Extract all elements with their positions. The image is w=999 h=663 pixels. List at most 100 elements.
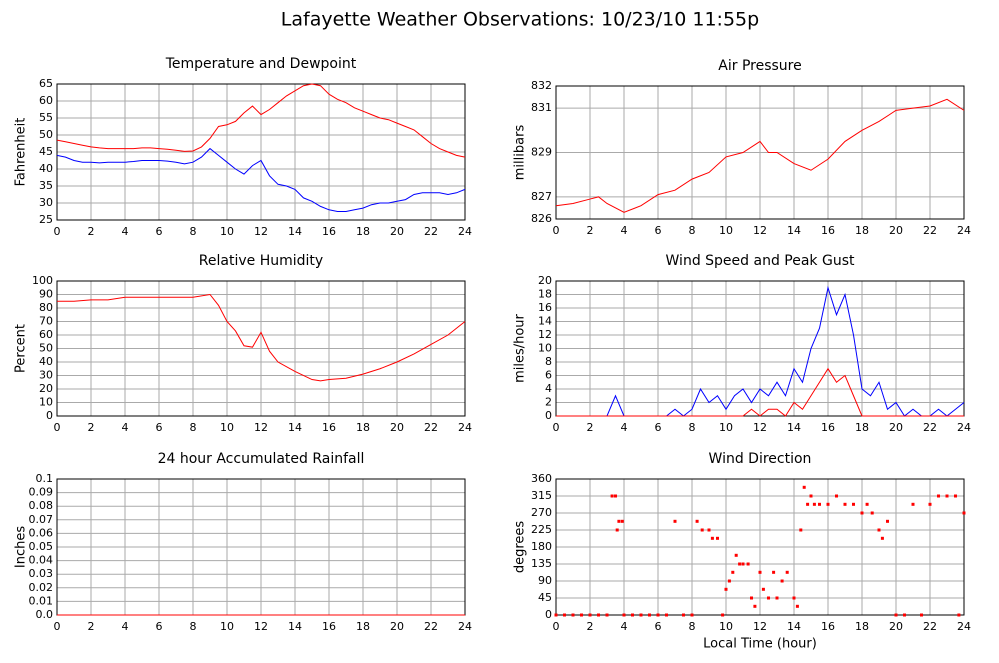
x-tick-label: 4 [621,620,628,633]
data-point [792,596,796,600]
plot-frame [56,280,466,417]
x-tick-label: 8 [689,421,696,434]
data-point [563,613,566,617]
y-tick-label: 50 [39,128,53,141]
chart-title: Relative Humidity [199,253,323,269]
y-tick-label: 4 [545,382,552,395]
y-tick-label: 40 [39,355,53,368]
x-tick-label: 0 [54,421,61,434]
y-tick-label: 0.03 [29,567,54,580]
x-tick-label: 10 [719,224,733,237]
x-tick-label: 10 [220,620,234,633]
x-tick-label: 24 [458,421,472,434]
y-tick-label: 70 [39,315,53,328]
x-tick-label: 10 [220,421,234,434]
x-tick-label: 2 [587,620,594,633]
x-tick-label: 14 [787,421,801,434]
y-axis-label: degrees [513,521,528,574]
data-point [886,519,889,523]
y-tick-label: 50 [39,342,53,355]
y-tick-label: 35 [39,179,53,192]
y-tick-label: 65 [39,77,53,90]
y-tick-label: 360 [531,472,552,485]
y-tick-label: 80 [39,301,53,314]
x-tick-label: 8 [190,421,197,434]
data-point [716,536,719,540]
data-point [615,528,619,532]
y-tick-label: 827 [531,190,552,203]
y-tick-label: 0.02 [29,581,54,594]
x-tick-label: 8 [190,620,197,633]
data-point [795,604,799,608]
x-tick-label: 22 [424,421,438,434]
data-point [605,613,609,617]
y-tick-label: 832 [531,79,552,92]
page-title: Lafayette Weather Observations: 10/23/10… [281,9,759,31]
y-tick-label: 20 [39,382,53,395]
y-tick-label: 0.09 [29,486,54,499]
data-point [945,494,949,498]
x-tick-label: 0 [54,225,61,238]
x-tick-label: 16 [322,421,336,434]
data-point [741,562,745,566]
x-tick-label: 14 [288,225,302,238]
y-tick-label: 0.07 [29,513,54,526]
y-tick-label: 16 [538,301,552,314]
data-point [710,536,714,540]
data-point [802,485,806,489]
y-tick-label: 225 [531,523,552,536]
x-tick-label: 22 [923,620,937,633]
x-tick-label: 12 [753,421,767,434]
data-point [962,511,966,515]
y-tick-label: 55 [39,111,53,124]
chart-title: Air Pressure [718,58,801,74]
x-tick-label: 16 [821,620,835,633]
y-tick-label: 45 [538,591,552,604]
data-point [843,502,847,506]
y-axis-label: Inches [14,526,29,568]
x-tick-label: 6 [156,421,163,434]
data-point [799,528,803,532]
x-tick-label: 14 [787,620,801,633]
x-tick-label: 4 [621,421,628,434]
data-point [937,494,940,498]
x-tick-label: 16 [821,224,835,237]
data-point [957,613,961,617]
data-point [954,494,957,498]
x-tick-label: 18 [356,225,370,238]
y-tick-label: 0 [46,409,53,422]
data-point [707,528,711,532]
data-point [809,494,813,498]
y-tick-label: 60 [39,328,53,341]
data-point [695,519,699,523]
x-tick-label: 16 [821,421,835,434]
x-tick-label: 24 [957,224,971,237]
y-tick-label: 270 [531,506,552,519]
x-tick-label: 8 [689,224,696,237]
data-point [656,613,660,617]
data-point [622,613,626,617]
data-point [554,613,558,617]
x-tick-label: 6 [655,421,662,434]
y-tick-label: 10 [538,342,552,355]
data-point [826,502,830,506]
x-tick-label: 12 [254,620,268,633]
x-tick-label: 0 [553,620,560,633]
x-tick-label: 10 [719,620,733,633]
x-tick-label: 18 [855,421,869,434]
data-point [580,613,583,617]
y-tick-label: 90 [39,288,53,301]
y-tick-label: 826 [531,212,552,225]
data-point [727,579,731,583]
data-point [903,613,906,617]
data-point [700,528,704,532]
y-tick-label: 8 [545,355,552,368]
data-point [767,596,770,600]
x-tick-label: 24 [458,225,472,238]
x-tick-label: 8 [689,620,696,633]
data-point [617,519,621,523]
data-point [860,511,864,515]
x-tick-label: 6 [156,620,163,633]
x-tick-label: 20 [390,421,404,434]
